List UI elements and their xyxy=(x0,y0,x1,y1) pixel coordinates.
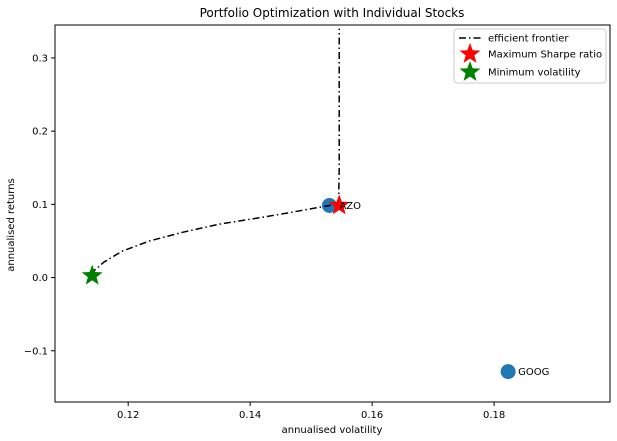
legend-box xyxy=(453,28,607,84)
x-axis: 0.12 0.14 0.16 0.18 xyxy=(117,402,505,421)
legend: efficient frontier Maximum Sharpe ratio Mi… xyxy=(453,28,607,84)
plot-frame xyxy=(54,24,611,403)
y-axis-label: annualised returns xyxy=(6,178,17,272)
x-tick-label: 0.12 xyxy=(117,410,139,421)
y-tick-label: 0.1 xyxy=(32,200,48,211)
legend-swatch-max-sharpe xyxy=(459,43,481,63)
legend-label-max-sharpe: Maximum Sharpe ratio xyxy=(488,50,602,61)
y-tick-label: 0.3 xyxy=(32,53,48,64)
y-tick-label: −0.1 xyxy=(24,346,48,357)
legend-label-min-volatility: Minimum volatility xyxy=(488,68,581,79)
chart-title: Portfolio Optimization with Individual S… xyxy=(200,6,465,20)
x-axis-label: annualised volatility xyxy=(282,425,383,436)
series-layer: AZO GOOG xyxy=(81,28,549,380)
y-tick-label: 0.2 xyxy=(32,127,48,138)
y-tick-label: 0.0 xyxy=(32,273,48,284)
plot-area xyxy=(54,24,611,403)
y-axis: −0.1 0.0 0.1 0.2 0.3 xyxy=(24,53,55,357)
legend-label-frontier: efficient frontier xyxy=(488,34,569,45)
stock-label-goog: GOOG xyxy=(518,367,549,378)
x-tick-label: 0.18 xyxy=(483,410,505,421)
legend-swatch-min-volatility xyxy=(459,61,481,81)
x-tick-label: 0.14 xyxy=(239,410,261,421)
max-sharpe-marker xyxy=(328,194,350,215)
stock-point-goog xyxy=(500,364,516,380)
min-volatility-marker xyxy=(81,264,103,285)
efficient-frontier-line xyxy=(91,28,340,276)
stock-label-azo: AZO xyxy=(339,201,361,212)
x-tick-label: 0.16 xyxy=(361,410,383,421)
